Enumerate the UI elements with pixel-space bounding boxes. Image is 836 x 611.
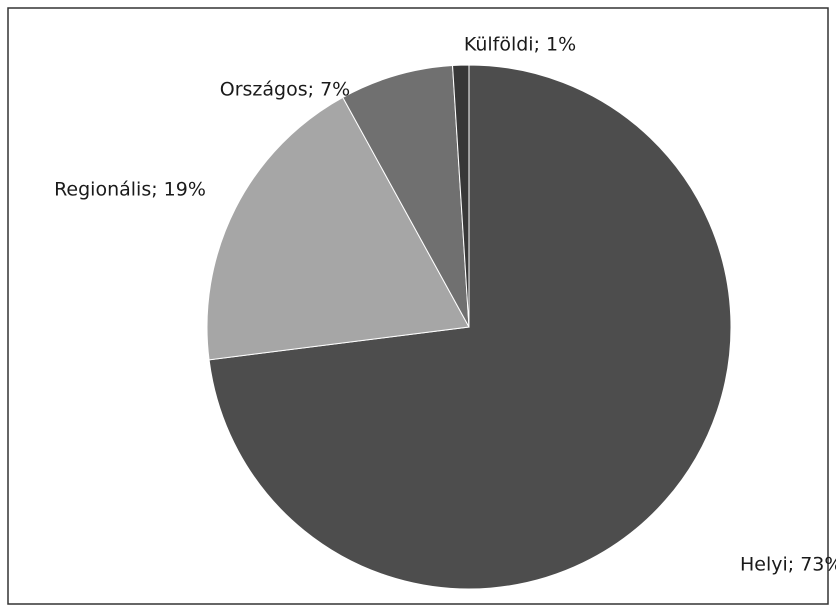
pie-slice: Helyi	[208, 64, 732, 590]
data-label: Regionális; 19%	[54, 179, 206, 201]
data-label: Külföldi; 1%	[464, 34, 576, 56]
pie-slice: Külföldi	[452, 64, 470, 328]
data-label: Országos; 7%	[220, 79, 350, 101]
pie-slice: Országos	[342, 64, 470, 328]
data-label: Helyi; 73%	[740, 554, 836, 576]
pie-slice: Regionális	[206, 96, 470, 361]
